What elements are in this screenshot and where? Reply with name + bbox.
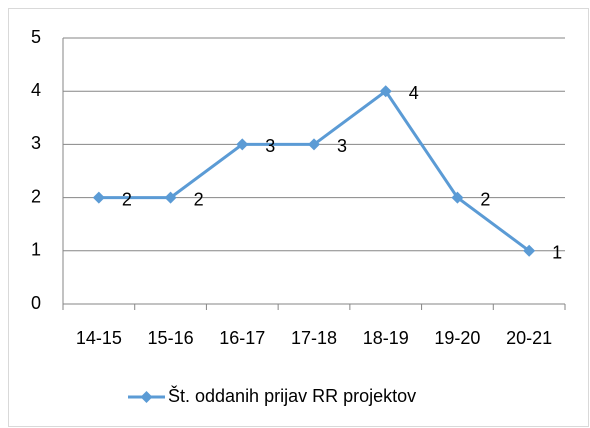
point-marker	[379, 85, 392, 98]
x-tick-label: 19-20	[434, 328, 480, 348]
x-tick-label: 17-18	[291, 328, 337, 348]
legend-label: Št. oddanih prijav RR projektov	[168, 385, 416, 406]
y-tick-label: 0	[31, 293, 41, 313]
x-tick-label: 16-17	[219, 328, 265, 348]
point-marker	[92, 191, 105, 204]
data-label: 1	[552, 243, 562, 263]
legend-marker	[140, 391, 153, 403]
point-marker	[451, 191, 464, 204]
y-tick-label: 1	[31, 240, 41, 260]
data-label: 2	[480, 189, 490, 209]
chart-border	[8, 8, 589, 427]
y-tick-label: 5	[31, 27, 41, 47]
x-tick-label: 15-16	[148, 328, 194, 348]
x-tick-label: 20-21	[506, 328, 552, 348]
point-marker	[523, 244, 536, 257]
data-label: 3	[265, 136, 275, 156]
data-label: 4	[409, 83, 419, 103]
point-marker	[236, 138, 249, 151]
point-marker	[164, 191, 177, 204]
point-marker	[308, 138, 320, 151]
data-label: 2	[194, 189, 204, 209]
y-tick-label: 2	[31, 186, 41, 206]
data-label: 2	[122, 189, 132, 209]
x-tick-label: 14-15	[76, 328, 122, 348]
x-tick-label: 18-19	[363, 328, 409, 348]
data-label: 3	[337, 136, 347, 156]
y-tick-label: 4	[31, 80, 41, 100]
y-tick-label: 3	[31, 133, 41, 153]
